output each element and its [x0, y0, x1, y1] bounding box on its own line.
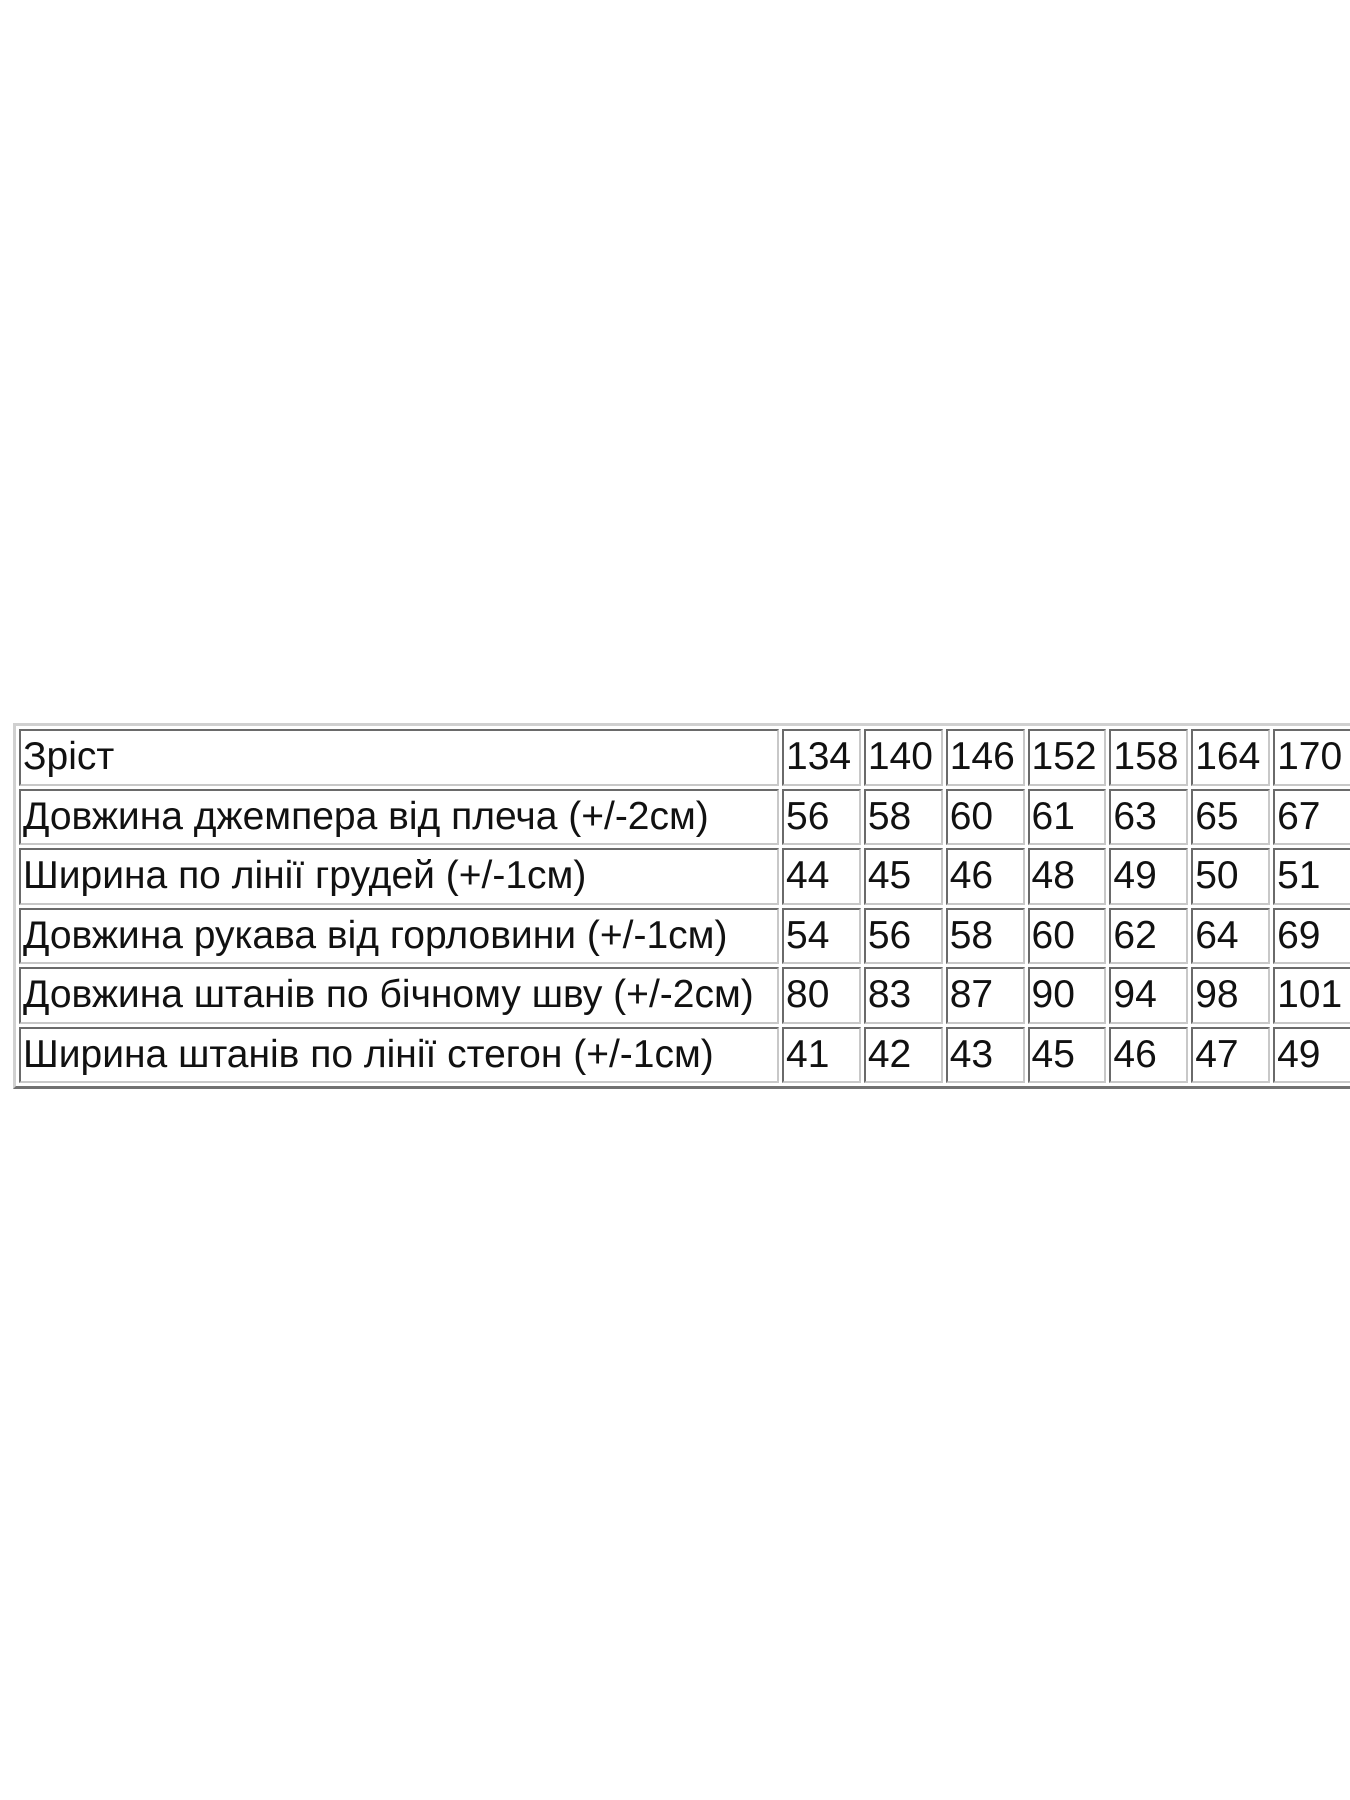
measurement-value-cell: 43 — [945, 1026, 1025, 1083]
measurement-value-cell: 61 — [1027, 788, 1107, 845]
measurement-value-cell: 69 — [1273, 907, 1350, 964]
table-row: Ширина штанів по лінії стегон (+/-1см) 41… — [19, 1026, 1350, 1083]
size-header-cell: 158 — [1109, 729, 1189, 786]
measurement-value-cell: 47 — [1191, 1026, 1271, 1083]
header-label-cell: Зріст — [19, 729, 779, 786]
measurement-value-cell: 49 — [1109, 848, 1189, 905]
measurement-value-cell: 98 — [1191, 967, 1271, 1024]
measurement-value-cell: 41 — [782, 1026, 861, 1083]
measurement-value-cell: 80 — [782, 967, 861, 1024]
measurement-value-cell: 49 — [1273, 1026, 1350, 1083]
measurement-value-cell: 54 — [782, 907, 861, 964]
header-row: Зріст 134 140 146 152 158 164 170 — [19, 729, 1350, 786]
measurement-value-cell: 48 — [1027, 848, 1107, 905]
size-header-cell: 140 — [863, 729, 943, 786]
measurement-value-cell: 60 — [945, 788, 1025, 845]
measurement-value-cell: 67 — [1273, 788, 1350, 845]
size-header-cell: 146 — [945, 729, 1025, 786]
size-header-cell: 152 — [1027, 729, 1107, 786]
measurement-value-cell: 64 — [1191, 907, 1271, 964]
measurement-value-cell: 46 — [1109, 1026, 1189, 1083]
measurement-value-cell: 58 — [945, 907, 1025, 964]
measurement-value-cell: 87 — [945, 967, 1025, 1024]
measurement-value-cell: 46 — [945, 848, 1025, 905]
size-header-cell: 164 — [1191, 729, 1271, 786]
measurement-value-cell: 44 — [782, 848, 861, 905]
measurement-value-cell: 58 — [863, 788, 943, 845]
size-header-cell: 134 — [782, 729, 861, 786]
size-chart-table: Зріст 134 140 146 152 158 164 170 Довжина джемпе… — [13, 723, 1350, 1089]
measurement-value-cell: 60 — [1027, 907, 1107, 964]
measurement-value-cell: 51 — [1273, 848, 1350, 905]
table-row: Ширина по лінії грудей (+/-1см) 44 45 46 48 4… — [19, 848, 1350, 905]
measurement-label-cell: Ширина штанів по лінії стегон (+/-1см) — [19, 1026, 779, 1083]
measurement-value-cell: 50 — [1191, 848, 1271, 905]
measurement-label-cell: Довжина рукава від горловини (+/-1см) — [19, 907, 779, 964]
measurement-value-cell: 83 — [863, 967, 943, 1024]
measurement-label-cell: Довжина джемпера від плеча (+/-2см) — [19, 788, 779, 845]
measurement-value-cell: 101 — [1273, 967, 1350, 1024]
measurement-value-cell: 90 — [1027, 967, 1107, 1024]
measurement-value-cell: 62 — [1109, 907, 1189, 964]
measurement-value-cell: 42 — [863, 1026, 943, 1083]
table-row: Довжина штанів по бічному шву (+/-2см) 80… — [19, 967, 1350, 1024]
measurement-label-cell: Довжина штанів по бічному шву (+/-2см) — [19, 967, 779, 1024]
measurement-value-cell: 94 — [1109, 967, 1189, 1024]
measurement-value-cell: 56 — [863, 907, 943, 964]
measurement-value-cell: 56 — [782, 788, 861, 845]
measurement-value-cell: 65 — [1191, 788, 1271, 845]
table-row: Довжина рукава від горловини (+/-1см) 54 5… — [19, 907, 1350, 964]
table-row: Довжина джемпера від плеча (+/-2см) 56 58 6… — [19, 788, 1350, 845]
measurement-value-cell: 63 — [1109, 788, 1189, 845]
measurement-value-cell: 45 — [863, 848, 943, 905]
size-header-cell: 170 — [1273, 729, 1350, 786]
measurement-value-cell: 45 — [1027, 1026, 1107, 1083]
measurement-label-cell: Ширина по лінії грудей (+/-1см) — [19, 848, 779, 905]
